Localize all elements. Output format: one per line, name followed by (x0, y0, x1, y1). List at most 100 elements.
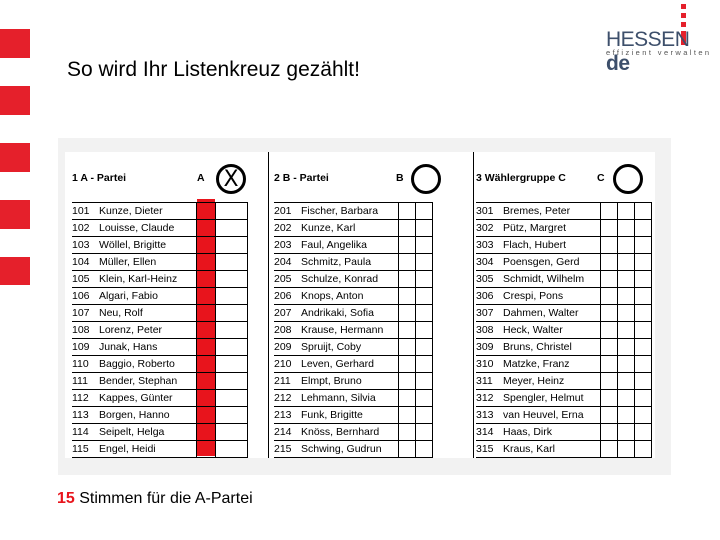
candidate-name: Leven, Gerhard (301, 358, 374, 370)
row-rule (274, 287, 432, 288)
candidate-number: 113 (72, 409, 89, 421)
row-rule (72, 440, 247, 441)
candidate-name: Schwing, Gudrun (301, 443, 382, 455)
vote-box-line (432, 202, 433, 458)
candidate-name: Baggio, Roberto (99, 358, 175, 370)
candidate-number: 311 (476, 375, 493, 387)
list-vote-circle[interactable] (613, 164, 643, 194)
candidate-number: 110 (72, 358, 89, 370)
vote-box-line (398, 202, 399, 458)
row-rule (72, 202, 247, 203)
row-rule (274, 270, 432, 271)
candidate-name: Bruns, Christel (503, 341, 572, 353)
column-heading: 3 Wählergruppe C (476, 172, 566, 184)
candidate-name: Wöllel, Brigitte (99, 239, 167, 251)
vote-count: 15 (57, 490, 75, 507)
decor-stripe (0, 86, 30, 115)
row-rule (274, 440, 432, 441)
counted-votes-bar (197, 199, 215, 456)
vote-box-line (651, 202, 652, 458)
row-rule (274, 457, 432, 458)
decor-stripe (0, 200, 30, 229)
candidate-name: Kraus, Karl (503, 443, 555, 455)
row-rule (72, 338, 247, 339)
candidate-number: 108 (72, 324, 90, 336)
candidate-number: 301 (476, 205, 494, 217)
ballot-sheet (65, 152, 655, 458)
column-heading: 2 B - Partei (274, 172, 329, 184)
row-rule (476, 287, 651, 288)
vote-summary: 15 Stimmen für die A-Partei (57, 490, 253, 508)
row-rule (476, 270, 651, 271)
candidate-number: 307 (476, 307, 494, 319)
row-rule (476, 236, 651, 237)
row-rule (274, 236, 432, 237)
candidate-number: 102 (72, 222, 90, 234)
candidate-number: 313 (476, 409, 494, 421)
list-vote-circle[interactable]: X (216, 164, 246, 194)
candidate-name: Krause, Hermann (301, 324, 384, 336)
candidate-number: 310 (476, 358, 494, 370)
vote-box-line (634, 202, 635, 458)
decor-stripe (0, 143, 30, 172)
candidate-number: 105 (72, 273, 90, 285)
candidate-name: Poensgen, Gerd (503, 256, 580, 268)
candidate-name: Faul, Angelika (301, 239, 367, 251)
hessen-logo: HESSENde effizient verwalten (601, 0, 719, 75)
row-rule (476, 440, 651, 441)
list-vote-circle[interactable] (411, 164, 441, 194)
candidate-number: 204 (274, 256, 292, 268)
candidate-name: Schmidt, Wilhelm (503, 273, 585, 285)
vote-box-line (215, 202, 216, 458)
row-rule (274, 423, 432, 424)
page-title: So wird Ihr Listenkreuz gezählt! (67, 58, 360, 81)
candidate-number: 304 (476, 256, 494, 268)
candidate-number: 306 (476, 290, 494, 302)
row-rule (72, 321, 247, 322)
candidate-number: 101 (72, 205, 90, 217)
column-separator (268, 152, 269, 458)
row-rule (72, 355, 247, 356)
candidate-name: Knöss, Bernhard (301, 426, 380, 438)
list-letter: C (597, 172, 605, 184)
candidate-number: 210 (274, 358, 292, 370)
row-rule (476, 457, 651, 458)
row-rule (72, 253, 247, 254)
candidate-name: Crespi, Pons (503, 290, 564, 302)
row-rule (274, 253, 432, 254)
row-rule (476, 406, 651, 407)
candidate-number: 107 (72, 307, 90, 319)
candidate-number: 111 (72, 375, 88, 387)
candidate-name: Haas, Dirk (503, 426, 553, 438)
candidate-name: van Heuvel, Erna (503, 409, 584, 421)
row-rule (72, 457, 247, 458)
candidate-name: Seipelt, Helga (99, 426, 165, 438)
candidate-name: Heck, Walter (503, 324, 563, 336)
candidate-number: 109 (72, 341, 90, 353)
row-rule (72, 236, 247, 237)
vote-box-line (617, 202, 618, 458)
candidate-name: Müller, Ellen (99, 256, 157, 268)
logo-suffix: de (606, 52, 630, 75)
candidate-number: 212 (274, 392, 292, 404)
candidate-number: 211 (274, 375, 291, 387)
candidate-name: Funk, Brigitte (301, 409, 363, 421)
candidate-number: 302 (476, 222, 494, 234)
candidate-number: 209 (274, 341, 292, 353)
candidate-name: Kunze, Karl (301, 222, 356, 234)
candidate-name: Fischer, Barbara (301, 205, 379, 217)
list-letter: B (396, 172, 404, 184)
row-rule (274, 406, 432, 407)
row-rule (476, 304, 651, 305)
candidate-number: 106 (72, 290, 90, 302)
candidate-name: Schmitz, Paula (301, 256, 372, 268)
candidate-name: Schulze, Konrad (301, 273, 379, 285)
candidate-number: 303 (476, 239, 494, 251)
candidate-number: 312 (476, 392, 494, 404)
row-rule (72, 270, 247, 271)
row-rule (274, 202, 432, 203)
candidate-name: Louisse, Claude (99, 222, 175, 234)
candidate-number: 202 (274, 222, 292, 234)
candidate-name: Spengler, Helmut (503, 392, 584, 404)
candidate-number: 114 (72, 426, 89, 438)
